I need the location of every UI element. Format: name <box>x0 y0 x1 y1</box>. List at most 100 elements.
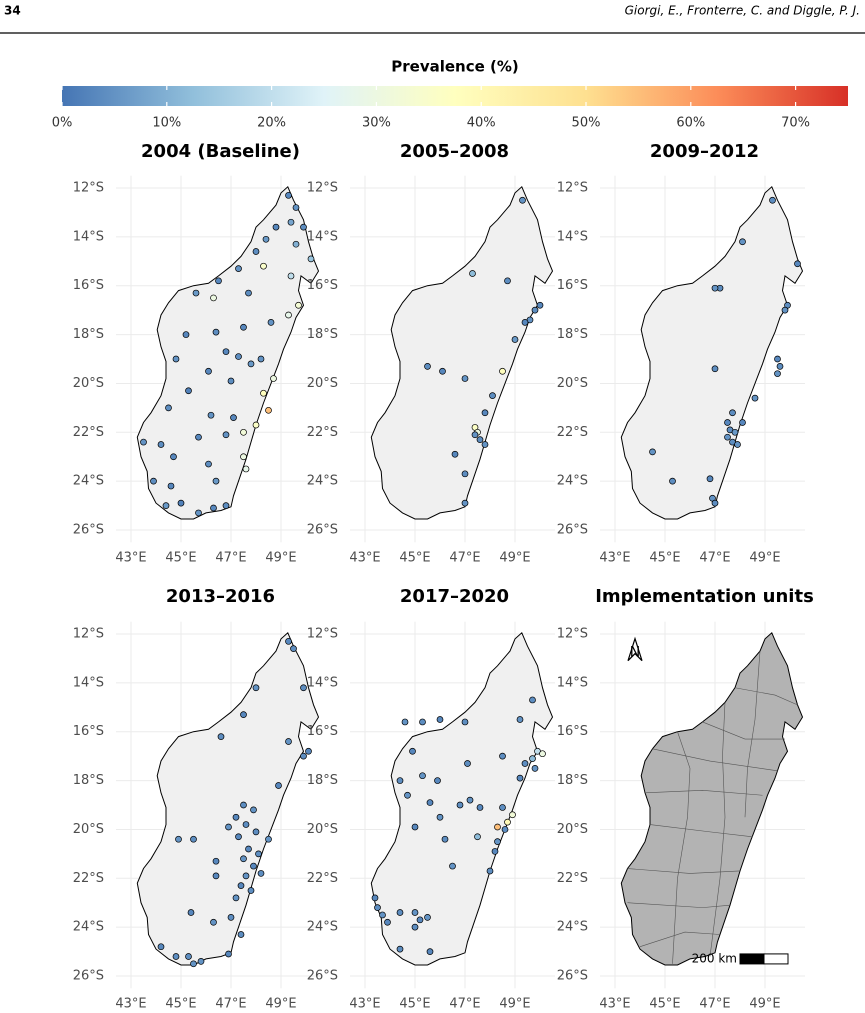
page-number: 34 <box>4 4 21 18</box>
unit-boundary <box>709 702 726 957</box>
survey-point <box>711 499 719 507</box>
survey-point <box>197 958 205 965</box>
scale-bar <box>739 953 765 965</box>
survey-point <box>531 306 539 314</box>
y-tick-label: 14°S <box>73 675 104 690</box>
y-tick-label: 20°S <box>73 822 104 837</box>
survey-point <box>476 804 484 811</box>
survey-point <box>471 431 479 439</box>
x-tick-label: 49°E <box>265 551 296 566</box>
survey-point <box>409 747 416 755</box>
y-tick-label: 26°S <box>307 523 338 538</box>
y-tick-label: 12°S <box>307 627 338 642</box>
survey-point <box>235 265 242 272</box>
panel-title: 2013–2016 <box>166 586 275 607</box>
survey-point <box>396 777 404 784</box>
survey-point <box>175 835 182 843</box>
survey-point <box>275 782 282 789</box>
survey-point <box>260 262 267 270</box>
survey-point <box>140 438 147 446</box>
survey-point <box>262 235 270 243</box>
unit-boundary <box>627 902 731 908</box>
survey-point <box>207 411 215 419</box>
x-tick-label: 49°E <box>499 997 530 1012</box>
survey-point <box>649 448 656 456</box>
survey-point <box>491 848 499 855</box>
survey-point <box>157 441 165 448</box>
x-tick-label: 49°E <box>749 551 780 566</box>
survey-point <box>305 747 312 755</box>
north-arrow <box>627 636 643 662</box>
x-tick-label: 47°E <box>699 551 730 566</box>
survey-point <box>270 375 277 382</box>
survey-point <box>267 319 275 326</box>
y-tick-label: 22°S <box>557 425 588 440</box>
survey-point <box>731 428 739 436</box>
x-tick-label: 43°E <box>599 997 630 1012</box>
north-label: N <box>630 645 640 661</box>
y-tick-label: 24°S <box>73 474 104 489</box>
survey-point <box>521 319 529 326</box>
y-tick-label: 12°S <box>73 181 104 196</box>
survey-point <box>290 645 297 653</box>
y-tick-label: 20°S <box>73 376 104 391</box>
survey-point <box>539 750 546 758</box>
survey-point <box>240 855 247 863</box>
survey-point <box>481 409 489 417</box>
survey-point <box>461 499 469 507</box>
y-tick-label: 12°S <box>307 181 338 196</box>
survey-point <box>434 777 441 784</box>
survey-point <box>222 348 230 356</box>
survey-point <box>287 218 295 226</box>
y-tick-label: 16°S <box>307 724 338 739</box>
survey-point <box>464 760 471 767</box>
survey-point <box>185 953 192 960</box>
survey-point <box>177 499 185 507</box>
survey-point <box>190 960 197 968</box>
survey-point <box>250 806 257 814</box>
survey-point <box>426 799 434 806</box>
survey-point <box>449 862 456 870</box>
survey-point <box>474 833 481 841</box>
survey-point <box>411 923 419 931</box>
survey-point <box>210 504 217 512</box>
survey-point <box>212 872 220 880</box>
survey-point <box>162 502 170 509</box>
survey-point <box>295 301 302 309</box>
y-tick-label: 18°S <box>557 773 588 788</box>
survey-point <box>252 828 260 836</box>
survey-point <box>167 482 175 490</box>
survey-point <box>519 196 526 204</box>
survey-point <box>165 404 172 412</box>
y-tick-label: 20°S <box>557 376 588 391</box>
y-tick-label: 18°S <box>73 773 104 788</box>
survey-point <box>240 428 247 436</box>
survey-point <box>509 811 516 819</box>
survey-point <box>774 355 781 363</box>
y-tick-label: 14°S <box>557 229 588 244</box>
survey-point <box>272 223 280 231</box>
scale-bar <box>763 953 789 965</box>
y-tick-label: 18°S <box>557 327 588 342</box>
survey-point <box>739 419 746 426</box>
y-tick-label: 24°S <box>307 920 338 935</box>
survey-point <box>476 436 484 443</box>
scale-label: 200 km <box>692 951 737 965</box>
x-tick-label: 49°E <box>499 551 530 566</box>
unit-boundary <box>649 824 753 838</box>
survey-point <box>456 801 464 809</box>
survey-point <box>252 684 260 692</box>
survey-point <box>205 460 212 468</box>
survey-point <box>436 716 444 723</box>
survey-point <box>300 684 307 692</box>
survey-point <box>227 914 235 921</box>
survey-point <box>404 791 411 799</box>
survey-point <box>486 867 494 875</box>
survey-point <box>499 367 506 375</box>
survey-point <box>529 755 536 762</box>
survey-point <box>374 904 381 911</box>
y-tick-label: 12°S <box>557 627 588 642</box>
survey-point <box>215 277 222 285</box>
survey-point <box>396 909 404 916</box>
y-tick-label: 22°S <box>307 425 338 440</box>
